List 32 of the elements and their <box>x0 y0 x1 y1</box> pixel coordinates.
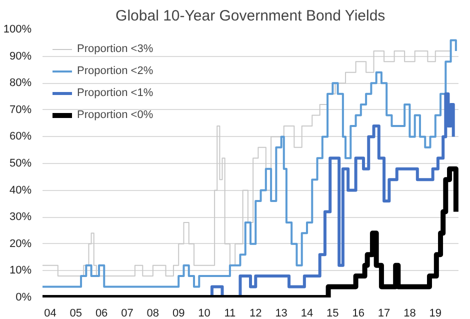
x-tick-label: 05 <box>70 308 82 319</box>
y-tick-label: 20% <box>9 238 32 250</box>
y-tick-label: 40% <box>9 184 32 196</box>
x-tick-label: 16 <box>352 308 364 319</box>
x-tick-label: 10 <box>198 308 210 319</box>
x-tick-label: 09 <box>172 308 185 319</box>
x-tick-label: 11 <box>224 308 236 319</box>
x-tick-label: 08 <box>146 308 160 319</box>
x-tick-label: 18 <box>404 308 416 319</box>
y-tick-label: 80% <box>9 77 32 90</box>
legend-label: Proportion <3% <box>77 43 154 55</box>
y-tick-label: 30% <box>9 211 32 224</box>
x-tick-label: 12 <box>250 308 262 319</box>
x-tick-label: 04 <box>44 308 56 319</box>
x-tick-label: 15 <box>326 308 339 319</box>
y-tick-label: 60% <box>9 130 32 143</box>
x-tick-label: 13 <box>275 308 288 319</box>
legend-label: Proportion <1% <box>77 87 154 99</box>
y-tick-label: 90% <box>9 50 32 62</box>
x-tick-label: 19 <box>429 308 442 319</box>
y-tick-label: 100% <box>3 24 32 36</box>
legend-label: Proportion <0% <box>77 109 154 121</box>
y-tick-label: 50% <box>9 158 32 170</box>
y-tick-label: 0% <box>16 292 32 304</box>
x-tick-label: 06 <box>95 308 108 319</box>
y-tick-label: 10% <box>9 264 32 277</box>
legend-label: Proportion <2% <box>77 65 154 77</box>
x-tick-label: 14 <box>300 308 314 319</box>
x-tick-label: 17 <box>378 308 390 319</box>
chart-title: Global 10-Year Government Bond Yields <box>116 8 386 24</box>
x-tick-label: 07 <box>121 308 134 319</box>
y-tick-label: 70% <box>9 104 32 116</box>
